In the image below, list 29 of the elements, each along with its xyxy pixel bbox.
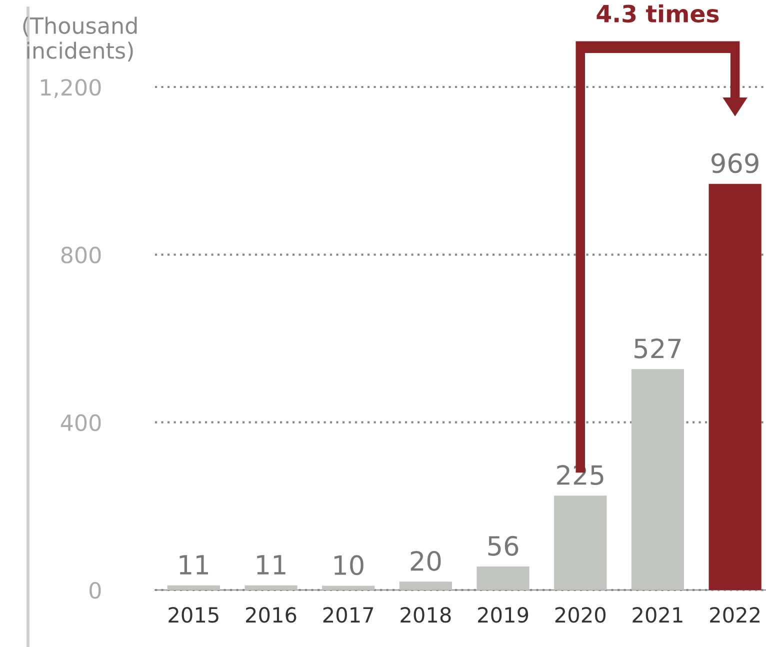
bar [322, 586, 375, 590]
bar [631, 369, 684, 590]
y-tick-label: 0 [90, 582, 101, 599]
bar [554, 496, 607, 590]
x-tick-label: 2016 [246, 607, 296, 623]
data-label: 10 [334, 555, 364, 576]
x-tick-label: 2018 [400, 607, 451, 623]
y-tick-label: 800 [61, 246, 101, 264]
bar [476, 566, 530, 590]
x-tick-label: 2017 [323, 607, 374, 623]
data-label: 20 [410, 550, 441, 571]
bar [167, 585, 220, 590]
bar [708, 184, 762, 590]
bar [399, 582, 452, 590]
x-tick-label: 2021 [632, 607, 682, 623]
x-tick-label: 2019 [478, 607, 528, 623]
data-label: 11 [180, 555, 208, 574]
bar [244, 585, 298, 590]
y-tick-label: 1,200 [41, 78, 101, 98]
data-label: 527 [634, 338, 681, 358]
y-axis-title: (Thousand incidents) [23, 16, 137, 62]
y-tick-label: 400 [60, 414, 101, 432]
data-label: 56 [488, 536, 518, 556]
data-label: 969 [712, 153, 758, 174]
data-label: 11 [257, 555, 286, 574]
x-tick-label: 2015 [168, 607, 218, 623]
text: 4.3 times [596, 4, 719, 23]
x-tick-label: 2022 [710, 607, 760, 623]
x-tick-label: 2020 [555, 607, 606, 623]
